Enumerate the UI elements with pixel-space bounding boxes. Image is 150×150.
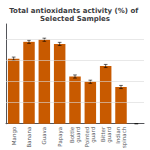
svg-text:Mango: Mango [11, 126, 18, 145]
svg-text:spinach: spinach [121, 126, 128, 148]
svg-text:Banana: Banana [26, 127, 32, 148]
svg-text:Bitter: Bitter [99, 126, 106, 142]
svg-text:guard: guard [90, 127, 97, 143]
svg-text:Bottle: Bottle [69, 126, 75, 144]
svg-text:Selected Samples: Selected Samples [40, 15, 110, 23]
svg-text:guard: guard [106, 127, 113, 143]
svg-text:Pointed: Pointed [84, 126, 91, 148]
svg-text:guard: guard [75, 127, 82, 143]
svg-text:Guava: Guava [41, 127, 47, 145]
svg-text:Indian: Indian [115, 126, 121, 144]
svg-text:Total antioxidants activity (%: Total antioxidants activity (%) of [9, 7, 140, 15]
svg-text:Papaya: Papaya [57, 127, 64, 147]
